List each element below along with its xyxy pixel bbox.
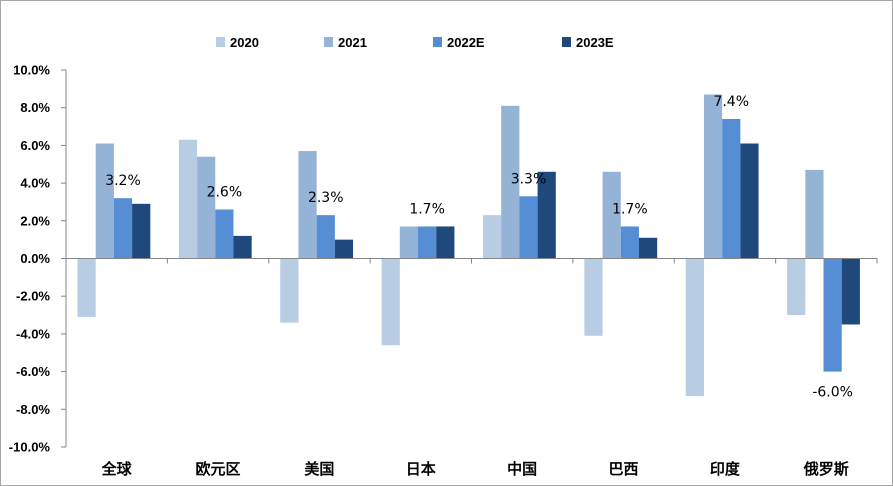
y-tick-label: 10.0% [13,63,50,78]
data-label: 2.6% [207,184,243,200]
bar-2022E-中国 [519,196,538,259]
bar-2023E-美国 [334,239,354,259]
category-label: 巴西 [609,460,639,478]
bar-2023E-巴西 [638,237,658,259]
legend-label-2021: 2021 [338,35,367,50]
data-label: 3.3% [511,171,547,187]
y-tick-label: 4.0% [20,176,50,191]
category-label: 俄罗斯 [803,460,849,478]
bar-2021-俄罗斯 [805,169,824,259]
bar-2021-美国 [298,151,317,259]
category-label: 中国 [507,460,537,478]
y-axis: 10.0% 8.0% 6.0% 4.0% 2.0% 0.0% -2.0% -4.0% -6.0%… [9,63,67,455]
bar-2022E-巴西 [620,226,639,259]
bars [77,94,860,397]
data-label: 3.2% [105,173,141,189]
bar-2022E-俄罗斯 [823,258,842,372]
data-label: 2.3% [308,190,344,206]
bar-2022E-美国 [316,215,335,259]
y-tick-label: -6.0% [16,364,50,379]
bar-2020-日本 [381,258,400,346]
bar-2023E-俄罗斯 [841,258,860,325]
bar-2022E-日本 [418,226,437,259]
data-label: 1.7% [409,201,445,217]
y-tick-label: 8.0% [20,100,50,115]
legend: 2020 2021 2022E 2023E [216,35,614,50]
y-tick-label: 0.0% [20,251,50,266]
y-tick-label: -2.0% [16,289,50,304]
y-tick-label: -8.0% [16,402,50,417]
category-label: 印度 [710,460,741,478]
bar-2020-印度 [685,258,704,397]
bar-2023E-中国 [537,171,556,259]
y-tick-label: -10.0% [9,440,51,455]
bar-2021-欧元区 [197,156,216,259]
bar-2020-中国 [483,215,502,259]
bar-2023E-全球 [132,203,151,259]
bar-2021-全球 [95,143,114,259]
bar-2021-日本 [399,226,419,259]
legend-swatch-2021 [324,37,333,47]
data-label: -6.0% [812,385,853,401]
bar-2023E-日本 [436,226,455,259]
bar-2021-印度 [703,94,723,259]
legend-swatch-2022E [433,37,442,47]
bar-2023E-欧元区 [233,235,252,259]
legend-swatch-2023E [562,37,571,47]
y-tick-label: 2.0% [20,213,50,228]
data-label: 7.4% [713,94,749,110]
category-label: 全球 [101,460,133,478]
bar-2023E-印度 [740,143,759,259]
bar-2021-中国 [501,105,520,259]
bar-2020-全球 [77,258,96,317]
x-axis: 全球 欧元区 美国 日本 中国 巴西 印度 俄罗斯 [65,258,878,478]
legend-label-2020: 2020 [230,35,259,50]
bar-2020-欧元区 [178,139,198,259]
y-tick-label: 6.0% [20,138,50,153]
bar-2020-巴西 [584,258,603,336]
bar-2020-俄罗斯 [787,258,806,316]
bar-2022E-全球 [113,198,133,259]
data-labels: 3.2% 2.6% 2.3% 1.7% 3.3% 1.7% 7.4% -6.0% [105,94,853,401]
bar-2022E-印度 [722,119,741,259]
legend-swatch-2020 [216,37,225,47]
legend-label-2023E: 2023E [576,35,614,50]
y-tick-label: -4.0% [16,326,50,341]
category-label: 欧元区 [196,460,241,478]
bar-2020-美国 [280,258,299,323]
data-label: 1.7% [612,201,648,217]
category-label: 美国 [304,460,334,478]
category-label: 日本 [406,460,436,478]
bar-2021-巴西 [602,171,621,259]
legend-label-2022E: 2022E [447,35,485,50]
bar-2022E-欧元区 [215,209,234,259]
